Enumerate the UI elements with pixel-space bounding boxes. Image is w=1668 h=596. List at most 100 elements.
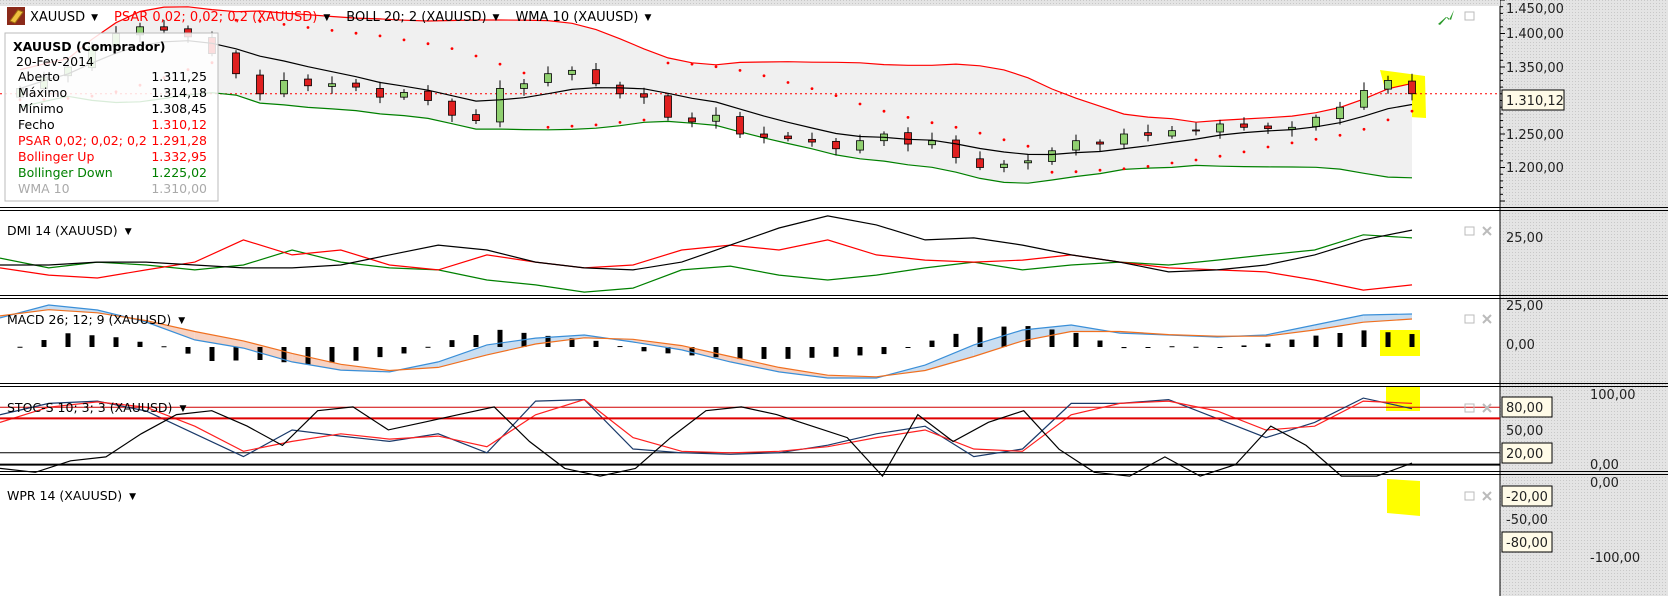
restore-panel-icon[interactable]	[1464, 226, 1475, 236]
candle[interactable]	[1048, 147, 1056, 165]
psar-dot	[930, 121, 934, 125]
symbol-dropdown-icon[interactable]: ▼	[91, 13, 98, 23]
candle[interactable]	[1192, 122, 1200, 136]
candle-body	[1144, 132, 1152, 136]
candle[interactable]	[688, 112, 696, 128]
stoc-label[interactable]: STOC-S 10; 3; 3 (XAUUSD)	[7, 400, 172, 415]
candle[interactable]	[808, 132, 816, 147]
candle[interactable]	[1144, 124, 1152, 142]
candle[interactable]	[736, 111, 744, 139]
macd-histogram-bar	[1193, 346, 1199, 348]
candle[interactable]	[256, 69, 264, 101]
candle[interactable]	[832, 138, 840, 156]
psar-dot	[810, 87, 814, 90]
macd-fill	[925, 344, 974, 371]
macd-label[interactable]: MACD 26; 12; 9 (XAUUSD)	[7, 312, 171, 327]
candle[interactable]	[1168, 125, 1176, 139]
dmi-dropdown-icon[interactable]: ▼	[125, 227, 132, 237]
macd-histogram-bar	[689, 347, 695, 356]
boll-label[interactable]: BOLL 20; 2 (XAUUSD)	[346, 10, 486, 25]
candle[interactable]	[232, 50, 240, 79]
candle[interactable]	[448, 98, 456, 122]
candle[interactable]	[496, 80, 504, 128]
candle[interactable]	[1384, 75, 1392, 94]
trend-arrow-icon[interactable]	[1438, 10, 1454, 25]
wpr-panel[interactable]	[0, 406, 1500, 478]
candle[interactable]	[784, 131, 792, 142]
macd-dropdown-icon[interactable]: ▼	[178, 316, 185, 326]
psar-dot	[426, 42, 430, 46]
candle[interactable]	[976, 151, 984, 171]
macd-histogram-bar	[881, 347, 887, 355]
macd-histogram-bar	[65, 333, 71, 347]
candle[interactable]	[856, 134, 864, 154]
candle[interactable]	[304, 74, 312, 92]
psar-dot	[474, 54, 478, 58]
candle[interactable]	[664, 93, 672, 121]
candle-body	[328, 83, 336, 87]
close-panel-icon[interactable]	[1482, 403, 1492, 413]
macd-histogram-bar	[1169, 346, 1175, 348]
wma-label[interactable]: WMA 10 (XAUUSD)	[515, 10, 638, 25]
candle[interactable]	[640, 87, 648, 104]
axis-label: 80,00	[1506, 401, 1543, 416]
candle[interactable]	[1072, 134, 1080, 156]
candle[interactable]	[760, 126, 768, 144]
panel-separators[interactable]	[0, 207, 1668, 475]
candle[interactable]	[424, 85, 432, 106]
close-panel-icon[interactable]	[1482, 314, 1492, 324]
candle[interactable]	[544, 66, 552, 87]
candle[interactable]	[1336, 101, 1344, 125]
candle[interactable]	[160, 20, 168, 35]
candle[interactable]	[1096, 139, 1104, 152]
macd-panel[interactable]	[0, 304, 1415, 379]
restore-panel-icon[interactable]	[1464, 491, 1475, 501]
legend-row-value: 1.314,18	[151, 85, 207, 100]
candle[interactable]	[472, 109, 480, 124]
candle[interactable]	[1264, 122, 1272, 134]
psar-label[interactable]: PSAR 0,02; 0,02; 0,2 (XAUUSD)	[114, 10, 317, 25]
wma-dropdown-icon[interactable]: ▼	[644, 13, 651, 23]
candle[interactable]	[1408, 73, 1416, 101]
candle[interactable]	[616, 81, 624, 99]
psar-dropdown-icon[interactable]: ▼	[323, 13, 330, 23]
candle[interactable]	[352, 79, 360, 92]
boll-dropdown-icon[interactable]: ▼	[493, 13, 500, 23]
macd-histogram-bar	[857, 347, 863, 356]
close-panel-icon[interactable]	[1482, 491, 1492, 501]
dmi-label[interactable]: DMI 14 (XAUUSD)	[7, 223, 118, 238]
symbol-label[interactable]: XAUUSD	[30, 10, 85, 25]
psar-dot	[906, 116, 910, 119]
candle[interactable]	[328, 76, 336, 94]
candle-body	[616, 84, 624, 95]
candle[interactable]	[400, 89, 408, 100]
candle[interactable]	[280, 72, 288, 98]
legend-date: 20-Fev-2014	[16, 54, 94, 69]
candle[interactable]	[568, 66, 576, 81]
close-panel-icon[interactable]	[1482, 226, 1492, 236]
candle[interactable]	[1360, 82, 1368, 110]
restore-icon[interactable]	[1464, 11, 1475, 21]
candle[interactable]	[1024, 154, 1032, 170]
candle[interactable]	[712, 107, 720, 129]
panel-icons[interactable]	[1464, 226, 1492, 501]
candle[interactable]	[952, 135, 960, 164]
stoc-dropdown-icon[interactable]: ▼	[179, 404, 186, 414]
candle[interactable]	[592, 62, 600, 87]
wpr-dropdown-icon[interactable]: ▼	[129, 492, 136, 502]
macd-histogram-bar	[1073, 332, 1079, 347]
stoc-panel[interactable]	[0, 397, 1500, 458]
price-axis[interactable]: 1.450,00 1.400,00 1.350,00 1.250,00 1.200,00…	[1500, 0, 1640, 566]
restore-panel-icon[interactable]	[1464, 403, 1475, 413]
wpr-label[interactable]: WPR 14 (XAUUSD)	[7, 488, 122, 503]
candle-body	[1048, 150, 1056, 162]
restore-panel-icon[interactable]	[1464, 314, 1475, 324]
candle[interactable]	[520, 79, 528, 96]
candle[interactable]	[1000, 160, 1008, 173]
candle[interactable]	[1120, 128, 1128, 149]
dmi-panel[interactable]	[0, 215, 1413, 293]
macd-histogram-bar	[833, 347, 839, 357]
candle[interactable]	[376, 81, 384, 104]
candle[interactable]	[1240, 117, 1248, 131]
